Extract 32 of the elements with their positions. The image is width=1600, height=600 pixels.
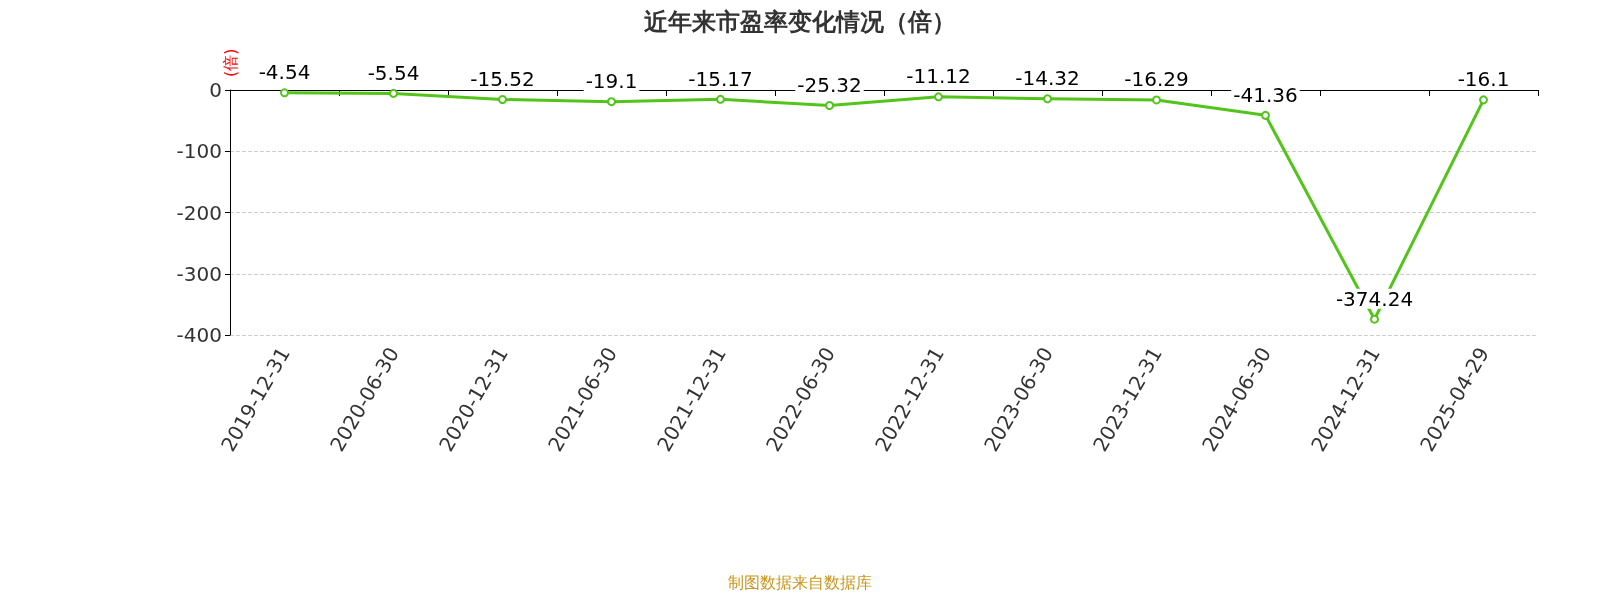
text: 制图数据来自数据库 <box>728 572 872 592</box>
data-label: -11.12 <box>906 64 971 89</box>
y-tick-label: -100 <box>176 139 222 164</box>
data-label: -5.54 <box>367 60 420 85</box>
y-tick-label: -400 <box>176 323 222 347</box>
data-label: -15.52 <box>470 67 535 92</box>
point <box>607 97 616 107</box>
data-label: -25.32 <box>797 73 862 98</box>
chart-title: 近年来市盈率变化情况（倍） <box>644 8 956 36</box>
data-label: -14.32 <box>1015 66 1080 91</box>
point <box>389 88 398 98</box>
point <box>280 88 289 98</box>
point <box>1152 95 1161 105</box>
y-axis-title: (倍) <box>220 48 240 78</box>
point <box>1043 94 1052 104</box>
point <box>716 94 725 104</box>
data-label: -41.36 <box>1233 82 1298 107</box>
y-tick-label: 0 <box>209 78 222 102</box>
data-label: -374.24 <box>1335 286 1414 311</box>
point <box>1261 110 1270 120</box>
point <box>825 101 834 111</box>
point <box>498 95 507 104</box>
point <box>1370 314 1379 324</box>
data-label: -16.1 <box>1457 67 1510 92</box>
y-tick-label: -300 <box>176 261 222 286</box>
data-label: -4.54 <box>258 60 311 85</box>
point <box>1479 95 1488 105</box>
data-label: -15.17 <box>688 66 753 91</box>
data-label: -19.1 <box>585 69 638 94</box>
y-tick-label: -200 <box>176 200 222 225</box>
data-label: -16.29 <box>1124 67 1189 92</box>
point <box>934 92 943 102</box>
